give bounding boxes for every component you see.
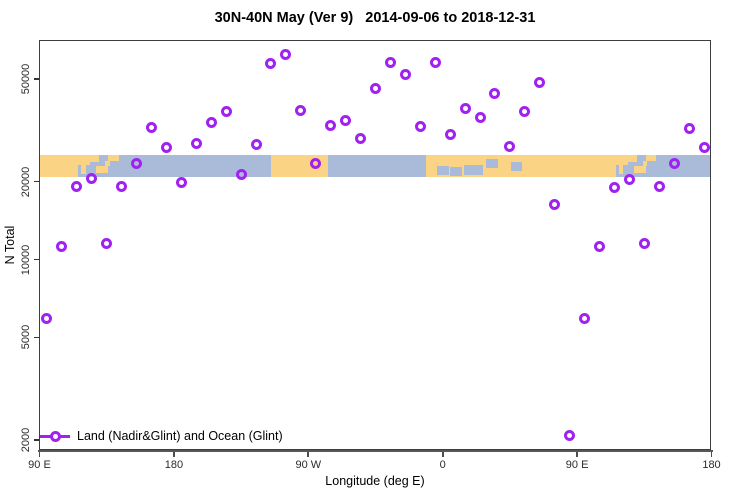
legend-marker-circle-icon	[49, 431, 61, 442]
data-point	[116, 180, 128, 192]
map-land-patch	[81, 164, 86, 174]
data-point	[429, 57, 441, 69]
y-axis-tick	[34, 258, 39, 261]
x-axis-tick	[441, 451, 444, 458]
y-axis-tick	[34, 181, 39, 183]
data-point	[579, 313, 591, 325]
data-point	[355, 133, 367, 145]
data-point	[399, 69, 411, 81]
y-axis-tick	[34, 78, 39, 80]
x-axis-tick-label: 90 E	[28, 458, 51, 471]
map-land-patch	[90, 155, 100, 162]
map-ocean-segment	[327, 155, 427, 177]
data-point	[384, 57, 396, 69]
data-point	[549, 199, 561, 211]
x-axis-tick-label: 180	[702, 458, 721, 471]
y-axis-tick-label: 5000	[20, 325, 32, 350]
data-point	[698, 141, 710, 153]
map-ocean-patch	[436, 166, 449, 175]
y-axis-tick-label: 2000	[20, 427, 32, 453]
y-axis-tick-label: 20000	[20, 166, 32, 198]
x-axis-tick	[307, 451, 310, 458]
x-axis-tick-label: 180	[164, 458, 184, 471]
x-axis-tick	[38, 451, 41, 458]
map-land-patch	[642, 160, 648, 166]
y-axis-tick	[34, 439, 39, 441]
data-point	[653, 181, 665, 193]
data-point	[683, 122, 695, 134]
x-axis-tick	[576, 451, 578, 458]
data-point	[146, 122, 157, 134]
data-point	[623, 173, 635, 185]
map-land-segment	[39, 155, 79, 177]
map-ocean-patch	[511, 161, 522, 172]
data-point	[489, 88, 501, 100]
y-axis-tick-label: 10000	[20, 244, 32, 275]
legend-label: Land (Nadir&Glint) and Ocean (Glint)	[77, 429, 283, 443]
data-point	[414, 120, 426, 132]
data-point	[459, 103, 471, 115]
x-axis-tick-label: 90 E	[565, 458, 589, 471]
data-point	[668, 157, 680, 169]
data-point	[280, 49, 292, 61]
data-point	[295, 104, 307, 116]
data-point	[504, 141, 516, 153]
data-point	[235, 169, 247, 181]
data-point	[41, 313, 53, 325]
x-axis-tick-label: 0	[439, 458, 446, 471]
data-point	[190, 137, 202, 149]
y-axis-tick-label: 50000	[20, 63, 32, 95]
data-point	[310, 157, 322, 169]
x-axis-title: Longitude (deg E)	[325, 474, 425, 488]
y-axis-title: N Total	[3, 225, 17, 265]
data-point	[160, 141, 172, 153]
data-point	[250, 138, 262, 150]
data-point	[71, 181, 83, 193]
map-band	[39, 155, 712, 177]
plot-border	[39, 40, 711, 450]
data-point	[340, 115, 352, 127]
map-ocean-patch	[450, 167, 463, 176]
data-point	[56, 241, 68, 253]
data-point	[86, 172, 98, 184]
data-point	[101, 238, 113, 250]
map-land-patch	[645, 155, 657, 161]
data-point	[175, 177, 187, 189]
data-point	[205, 117, 217, 129]
data-point	[131, 157, 143, 169]
map-land-patch	[105, 160, 110, 166]
data-point	[444, 128, 456, 140]
x-axis-tick	[710, 451, 713, 458]
data-point	[370, 83, 381, 95]
map-land-patch	[633, 166, 646, 173]
data-point	[534, 76, 546, 88]
map-land-patch	[627, 155, 637, 162]
data-point	[474, 111, 486, 123]
x-axis-tick-label: 90 W	[295, 458, 322, 471]
x-axis-tick	[173, 451, 175, 458]
map-land-patch	[78, 155, 91, 165]
x-axis-line	[37, 449, 713, 453]
map-ocean-patch	[486, 159, 498, 169]
data-point	[608, 181, 620, 193]
map-land-patch	[108, 155, 119, 161]
map-ocean-patch	[463, 164, 483, 175]
map-land-patch	[96, 166, 109, 173]
chart-title: 30N-40N May (Ver 9) 2014-09-06 to 2018-1…	[214, 10, 536, 26]
y-axis-tick	[34, 336, 39, 338]
data-point	[564, 429, 576, 441]
data-point	[265, 57, 277, 69]
data-point	[594, 241, 605, 253]
map-ocean-segment	[78, 155, 271, 177]
data-point	[519, 105, 531, 117]
data-point	[325, 120, 337, 132]
map-land-patch	[618, 164, 624, 174]
data-point	[638, 238, 650, 250]
map-land-patch	[615, 155, 628, 165]
data-point	[220, 106, 232, 118]
